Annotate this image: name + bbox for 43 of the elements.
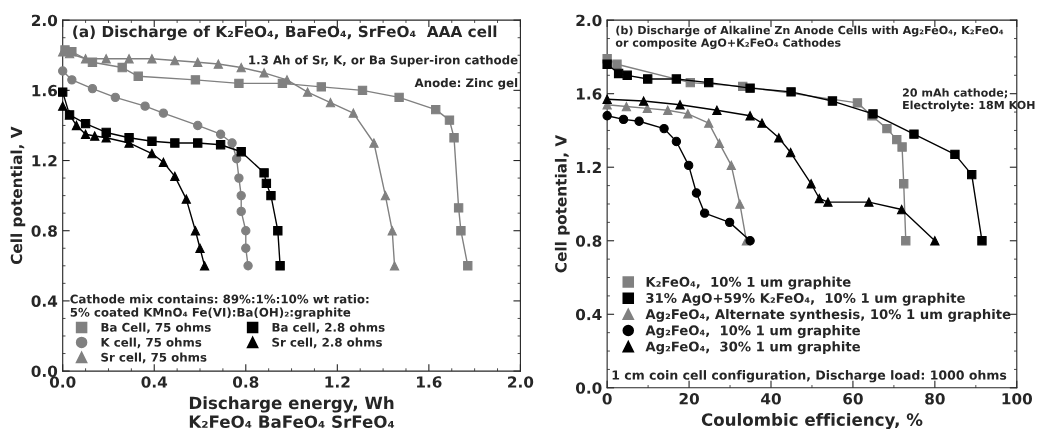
legend-label: 31% AgO+59% K₂FeO₄, 10% 1 um graphite <box>646 292 965 306</box>
x-tick-label: 0.0 <box>49 376 76 388</box>
y-axis-title: Cell potential, V <box>554 134 570 273</box>
y-tick-label: 2.0 <box>576 14 602 27</box>
annotation: 1.3 Ah of Sr, K, or Ba Super-iron cathode <box>249 55 518 67</box>
chart-title: (a) Discharge of K₂FeO₄, BaFeO₄, SrFeO₄ AAA cell <box>73 25 497 41</box>
y-tick-label: 0.4 <box>575 308 602 321</box>
text: (b) Discharge of Alkaline Zn Anode Cells with Ag₂FeO₄, K₂FeO₄ or composite AgO+K₂FeO₄ Cathodes <box>615 25 1004 50</box>
legend-label: Ag₂FeO₄, 30% 1 um graphite <box>645 341 860 355</box>
x-tick-label: 20 <box>679 392 699 405</box>
y-tick-label: 1.2 <box>32 155 57 167</box>
x-tick-label: 1.2 <box>325 376 350 388</box>
legend-label: K₂FeO₄, 10% 1 um graphite <box>646 276 851 290</box>
legend-label: Ag₂FeO₄, Alternate synthesis, 10% 1 um graphite <box>645 308 1011 322</box>
legend-label: Ba Cell, 75 ohms <box>101 322 211 334</box>
annotation: 1 cm coin cell configuration, Discharge load: 1000 ohms <box>612 370 1007 383</box>
legend-label: Ba cell, 2.8 ohms <box>272 322 385 334</box>
legend-label: Sr cell, 75 ohms <box>101 352 207 364</box>
x-tick-label: 0.8 <box>232 376 259 388</box>
annotation: Anode: Zinc gel <box>414 78 518 90</box>
x-axis-title: Coulombic efficiency, % <box>701 413 923 429</box>
legend-label: K cell, 75 ohms <box>101 337 202 349</box>
y-tick-label: 2.0 <box>31 14 58 27</box>
x-tick-label: 0 <box>602 392 612 405</box>
x-tick-label: 100 <box>1002 392 1032 405</box>
y-tick-label: 0.8 <box>575 235 602 247</box>
x-tick-label: 40 <box>761 392 781 405</box>
y-tick-label: 1.2 <box>576 161 601 174</box>
x-axis-title: Discharge energy, Wh K₂FeO₄ BaFeO₄ SrFeO₄ <box>189 396 395 428</box>
x-tick-label: 80 <box>925 392 945 405</box>
x-tick-label: 60 <box>843 392 863 405</box>
x-tick-label: 1.6 <box>417 376 442 388</box>
legend-title: Cathode mix contains: 89%:1%:10% wt ratio: 5% coated KMnO₄ Fe(VI):Ba(OH)₂:graphite <box>70 294 369 320</box>
y-tick-label: 1.6 <box>32 84 58 97</box>
y-tick-label: 0.8 <box>31 225 57 237</box>
legend-label: Sr cell, 2.8 ohms <box>272 337 382 349</box>
x-tick-label: 0.4 <box>141 376 168 388</box>
legend-label: Ag₂FeO₄, 10% 1 um graphite <box>645 325 860 338</box>
y-axis-title: Cell potential, V <box>10 126 26 265</box>
y-tick-label: 1.6 <box>576 88 602 100</box>
y-tick-label: 0.0 <box>31 365 58 378</box>
y-tick-label: 0.4 <box>31 295 58 307</box>
x-tick-label: 2.0 <box>508 376 534 388</box>
